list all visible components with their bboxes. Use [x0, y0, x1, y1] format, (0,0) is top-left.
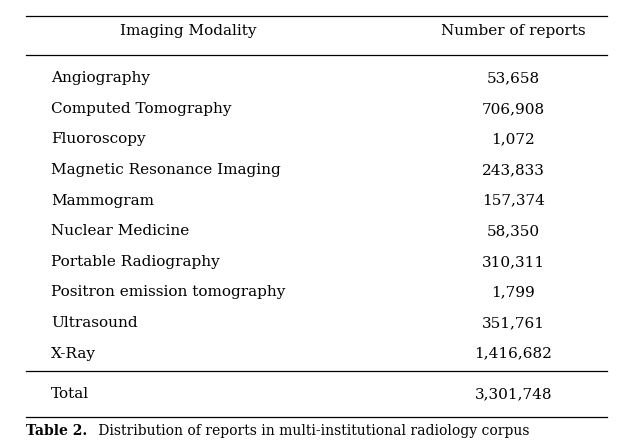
Text: 706,908: 706,908 — [482, 102, 545, 116]
Text: Portable Radiography: Portable Radiography — [51, 255, 220, 269]
Text: 58,350: 58,350 — [487, 224, 540, 238]
Text: 351,761: 351,761 — [482, 316, 545, 330]
Text: X-Ray: X-Ray — [51, 347, 97, 361]
Text: 310,311: 310,311 — [482, 255, 545, 269]
Text: 157,374: 157,374 — [482, 194, 545, 208]
Text: 1,416,682: 1,416,682 — [474, 347, 552, 361]
Text: Angiography: Angiography — [51, 71, 150, 85]
Text: Ultrasound: Ultrasound — [51, 316, 138, 330]
Text: Positron emission tomography: Positron emission tomography — [51, 286, 285, 300]
Text: Nuclear Medicine: Nuclear Medicine — [51, 224, 189, 238]
Text: Computed Tomography: Computed Tomography — [51, 102, 232, 116]
Text: Total: Total — [51, 388, 90, 401]
Text: 243,833: 243,833 — [482, 163, 545, 177]
Text: Mammogram: Mammogram — [51, 194, 154, 208]
Text: 3,301,748: 3,301,748 — [475, 388, 552, 401]
Text: Distribution of reports in multi-institutional radiology corpus: Distribution of reports in multi-institu… — [94, 424, 529, 438]
Text: Table 2.: Table 2. — [26, 424, 88, 438]
Text: 53,658: 53,658 — [487, 71, 540, 85]
Text: Imaging Modality: Imaging Modality — [120, 24, 257, 38]
Text: 1,799: 1,799 — [492, 286, 535, 300]
Text: Number of reports: Number of reports — [441, 24, 586, 38]
Text: Fluoroscopy: Fluoroscopy — [51, 132, 146, 147]
Text: Magnetic Resonance Imaging: Magnetic Resonance Imaging — [51, 163, 281, 177]
Text: 1,072: 1,072 — [492, 132, 535, 147]
